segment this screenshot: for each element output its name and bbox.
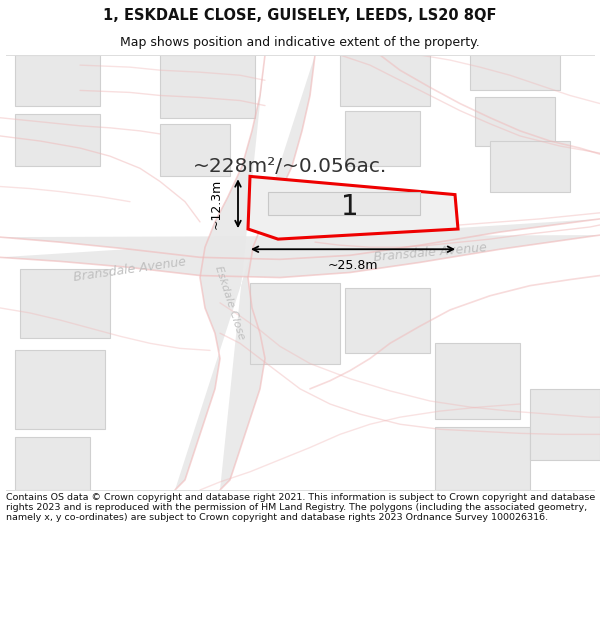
Text: ~228m²/~0.056ac.: ~228m²/~0.056ac. [193, 157, 387, 176]
Polygon shape [20, 269, 110, 338]
Text: ~25.8m: ~25.8m [328, 259, 378, 272]
Text: 1: 1 [341, 192, 359, 221]
Polygon shape [15, 351, 105, 429]
Text: ~12.3m: ~12.3m [209, 179, 223, 229]
Polygon shape [15, 55, 100, 106]
Text: Contains OS data © Crown copyright and database right 2021. This information is : Contains OS data © Crown copyright and d… [6, 492, 595, 522]
Polygon shape [435, 343, 520, 419]
Polygon shape [530, 389, 600, 459]
Polygon shape [160, 124, 230, 176]
Text: Bransdale Avenue: Bransdale Avenue [373, 241, 487, 264]
Text: Bransdale Avenue: Bransdale Avenue [73, 255, 187, 284]
Polygon shape [15, 114, 100, 166]
Polygon shape [490, 141, 570, 192]
Polygon shape [470, 55, 560, 91]
Text: Map shows position and indicative extent of the property.: Map shows position and indicative extent… [120, 36, 480, 49]
Polygon shape [345, 288, 430, 353]
Polygon shape [250, 282, 340, 364]
Polygon shape [248, 176, 458, 239]
Text: Eskdale Close: Eskdale Close [214, 265, 247, 341]
Polygon shape [268, 192, 420, 215]
Polygon shape [15, 438, 90, 490]
Polygon shape [435, 428, 530, 490]
Polygon shape [175, 55, 315, 490]
Polygon shape [475, 98, 555, 146]
Polygon shape [345, 111, 420, 166]
Text: 1, ESKDALE CLOSE, GUISELEY, LEEDS, LS20 8QF: 1, ESKDALE CLOSE, GUISELEY, LEEDS, LS20 … [103, 8, 497, 23]
Polygon shape [340, 55, 430, 106]
Polygon shape [0, 219, 600, 278]
Polygon shape [160, 55, 255, 118]
